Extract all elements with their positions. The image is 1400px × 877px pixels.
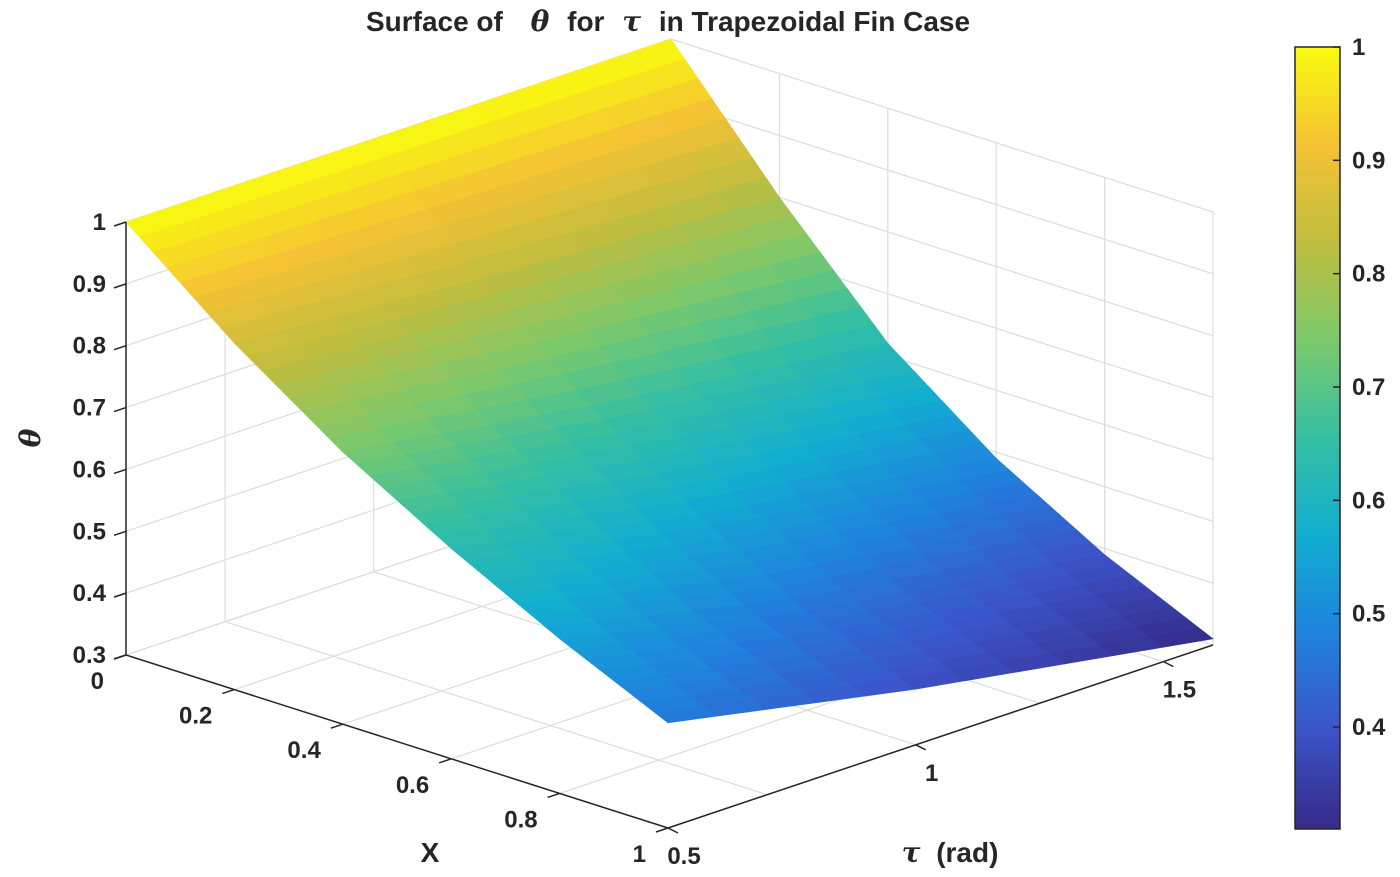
y-axis-label: τ (rad) bbox=[902, 836, 999, 869]
colorbar-tick-label: 0.5 bbox=[1352, 601, 1385, 628]
title-suffix: in Trapezoidal Fin Case bbox=[659, 6, 970, 37]
z-tick-label: 0.5 bbox=[73, 518, 106, 545]
z-tick-mark bbox=[113, 221, 127, 227]
x-axis-line bbox=[125, 654, 669, 829]
colorbar-tick-label: 0.7 bbox=[1352, 374, 1385, 401]
grid-line-z-side-6 bbox=[670, 100, 1214, 275]
x-tick-label: 0.8 bbox=[504, 806, 537, 833]
x-tick-mark bbox=[222, 688, 235, 695]
x-tick-label: 0 bbox=[91, 668, 104, 695]
title-prefix: Surface of bbox=[366, 6, 504, 37]
z-tick-mark bbox=[113, 345, 127, 351]
tau-tick-label: 0.5 bbox=[667, 843, 700, 870]
z-tick-label: 0.7 bbox=[73, 395, 106, 422]
z-axis-label: θ bbox=[14, 428, 47, 447]
z-tick-mark bbox=[113, 283, 127, 289]
z-tick-label: 0.9 bbox=[73, 271, 106, 298]
x-tick-mark bbox=[330, 723, 344, 729]
title-tau: τ bbox=[622, 5, 641, 38]
colorbar-tick-label: 0.8 bbox=[1352, 261, 1385, 288]
z-tick-mark bbox=[113, 530, 127, 536]
z-tick-label: 1 bbox=[93, 209, 106, 236]
x-tick-label: 0.4 bbox=[287, 737, 321, 764]
axes-lines bbox=[113, 221, 1214, 834]
colorbar-tick-label: 0.4 bbox=[1352, 714, 1386, 741]
z-tick-label: 0.6 bbox=[73, 456, 106, 483]
colorbar-gradient bbox=[1294, 46, 1341, 830]
x-tick-mark bbox=[655, 827, 669, 833]
y-axis-label-unit: (rad) bbox=[936, 837, 998, 868]
z-tick-label: 0.3 bbox=[73, 642, 106, 669]
tau-tick-label: 1.5 bbox=[1163, 677, 1196, 704]
x-tick-mark bbox=[438, 758, 452, 764]
colorbar-tick-label: 1 bbox=[1352, 34, 1365, 61]
tau-tick-mark bbox=[1163, 660, 1174, 668]
colorbar-tick-label: 0.9 bbox=[1352, 147, 1385, 174]
z-tick-mark bbox=[113, 468, 127, 475]
z-tick-label: 0.4 bbox=[73, 580, 107, 607]
y-axis-label-tau: τ bbox=[902, 836, 921, 869]
colorbar: 0.4 0.5 0.6 0.7 0.8 0.9 1 bbox=[1294, 34, 1386, 830]
z-tick-label: 0.8 bbox=[73, 333, 106, 360]
x-axis-label: X bbox=[421, 837, 440, 868]
x-tick-label: 0.6 bbox=[396, 772, 429, 799]
z-tick-mark bbox=[113, 406, 127, 413]
tau-tick-mark bbox=[915, 744, 927, 751]
tau-axis-line bbox=[667, 644, 1214, 829]
title-mid: for bbox=[567, 6, 604, 37]
tau-tick-mark bbox=[667, 827, 679, 834]
x-tick-mark bbox=[113, 654, 127, 660]
z-tick-mark bbox=[113, 592, 127, 598]
x-tick-label: 1 bbox=[633, 841, 646, 868]
tick-labels: 0.3 0.4 0.5 0.6 0.7 0.8 0.9 1 0 0.2 0.4 0.6 0.8 1 0.5 1… bbox=[73, 209, 1197, 870]
theta-surface bbox=[125, 38, 1214, 724]
grid-line-tau-floor-3 bbox=[224, 621, 768, 796]
chart-title: Surface of θ for τ in Trapezoidal Fin Ca… bbox=[366, 5, 970, 38]
colorbar-tick-label: 0.6 bbox=[1352, 487, 1385, 514]
surface-patch bbox=[1149, 627, 1214, 648]
tau-tick-label: 1 bbox=[925, 760, 938, 787]
x-tick-label: 0.2 bbox=[179, 703, 212, 730]
title-theta: θ bbox=[531, 5, 550, 38]
x-tick-mark bbox=[547, 792, 560, 799]
grid-line-z-side-7 bbox=[670, 38, 1214, 213]
